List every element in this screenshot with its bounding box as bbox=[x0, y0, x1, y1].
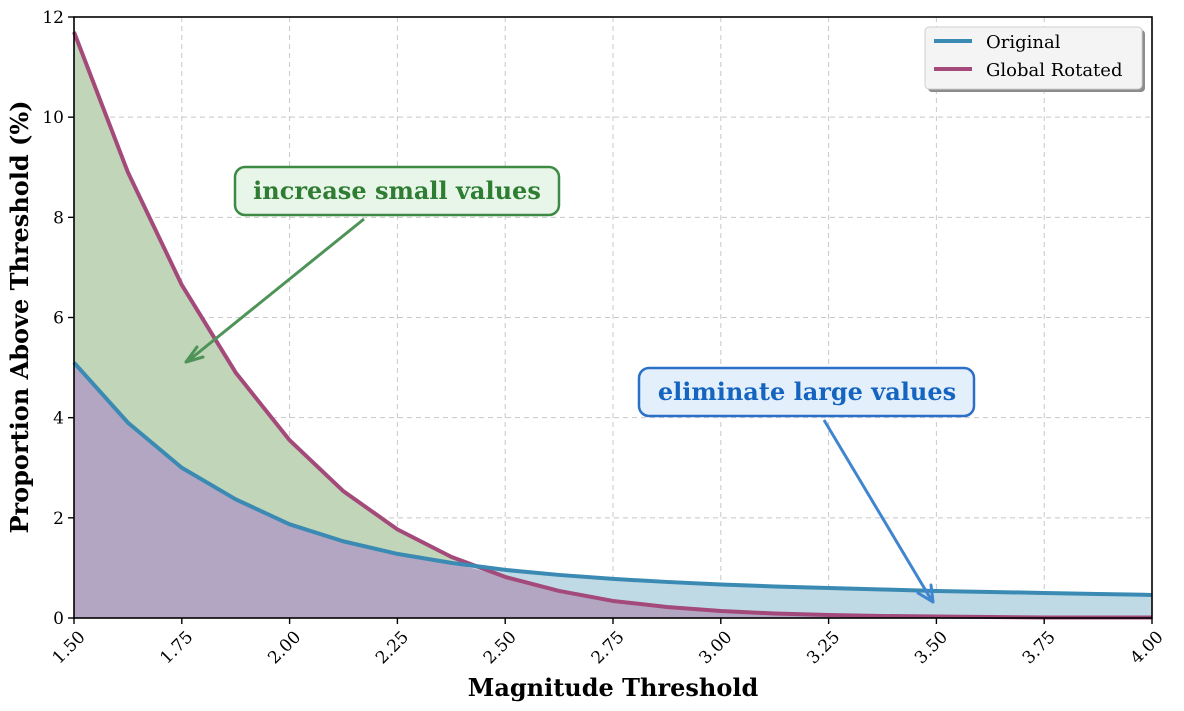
annotation-increase-box bbox=[233, 165, 561, 217]
line-layer bbox=[72, 31, 1153, 620]
x-tick-label: 1.75 bbox=[156, 627, 197, 668]
x-tick-label: 2.50 bbox=[480, 627, 521, 668]
y-tick-label: 2 bbox=[53, 509, 64, 529]
x-tick-label: 2.25 bbox=[372, 627, 413, 668]
area-layer bbox=[74, 32, 1152, 618]
x-tick-label: 3.75 bbox=[1019, 627, 1060, 668]
y-tick-label: 6 bbox=[53, 309, 64, 329]
x-tick-label: 3.00 bbox=[695, 627, 736, 668]
x-tick-label: 3.50 bbox=[911, 627, 952, 668]
x-tick-label: 2.75 bbox=[588, 627, 629, 668]
annotation-increase-arrow-shaft bbox=[187, 217, 365, 363]
x-tick-label: 2.00 bbox=[264, 627, 305, 668]
y-tick-label: 0 bbox=[53, 609, 64, 629]
annotation-increase-arrow-head bbox=[184, 345, 205, 364]
annotation-eliminate: eliminate large values bbox=[637, 366, 976, 604]
area-overlap bbox=[74, 362, 1152, 618]
x-axis-title: Magnitude Threshold bbox=[468, 673, 759, 702]
annotation-eliminate-box bbox=[637, 366, 976, 418]
x-tick-label: 1.50 bbox=[49, 627, 90, 668]
y-tick-label: 12 bbox=[42, 8, 64, 28]
annotation-increase-text: increase small values bbox=[253, 176, 541, 205]
grid-layer bbox=[74, 17, 1152, 618]
y-axis-title: Proportion Above Threshold (%) bbox=[5, 100, 34, 533]
y-tick-label: 10 bbox=[42, 108, 64, 128]
annotation-eliminate-arrow-shaft bbox=[822, 419, 934, 602]
legend: Original Global Rotated bbox=[924, 26, 1145, 92]
line-global-rotated bbox=[72, 31, 1152, 620]
legend-box bbox=[924, 26, 1143, 90]
x-tick-label: 3.25 bbox=[803, 627, 844, 668]
legend-label-global-rotated: Global Rotated bbox=[986, 60, 1122, 81]
y-tick-label: 4 bbox=[53, 409, 64, 429]
annotation-eliminate-arrow-head bbox=[916, 583, 935, 604]
line-original bbox=[72, 361, 1153, 597]
legend-label-original: Original bbox=[986, 32, 1061, 53]
annotation-eliminate-text: eliminate large values bbox=[658, 377, 956, 406]
y-tick-label: 8 bbox=[53, 208, 64, 228]
x-tick-label: 4.00 bbox=[1127, 627, 1168, 668]
annotation-increase: increase small values bbox=[184, 165, 561, 364]
